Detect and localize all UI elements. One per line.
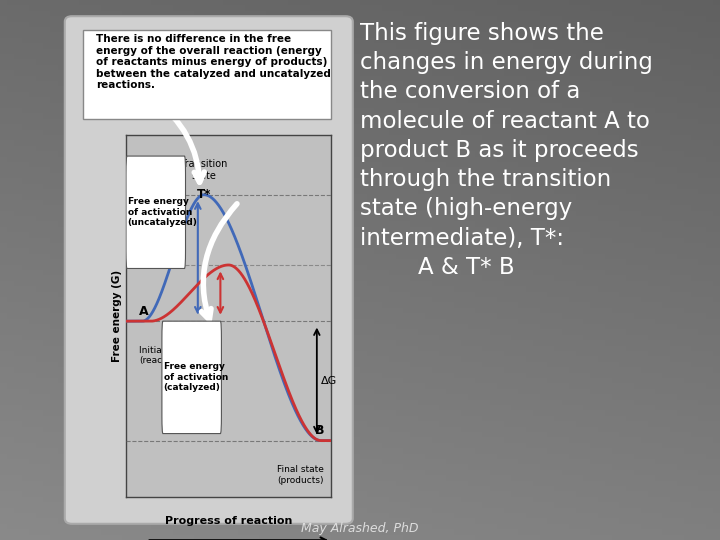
FancyBboxPatch shape	[162, 321, 222, 434]
Text: Free energy
of activation
(catalyzed): Free energy of activation (catalyzed)	[163, 362, 228, 392]
Text: Final state
(products): Final state (products)	[277, 465, 324, 484]
Text: ΔG: ΔG	[321, 376, 337, 386]
Text: Initial state
(reactants): Initial state (reactants)	[140, 346, 191, 365]
Text: A: A	[140, 305, 149, 318]
Text: Transition
state: Transition state	[180, 159, 228, 181]
Text: May Alrashed, PhD: May Alrashed, PhD	[301, 522, 419, 535]
Y-axis label: Free energy (G): Free energy (G)	[112, 270, 122, 362]
Text: T*: T*	[197, 188, 211, 201]
Text: There is no difference in the free
energy of the overall reaction (energy
of rea: There is no difference in the free energ…	[96, 34, 331, 91]
Text: This figure shows the
changes in energy during
the conversion of a
molecule of r: This figure shows the changes in energy …	[360, 22, 653, 279]
Text: Free energy
of activation
(uncatalyzed): Free energy of activation (uncatalyzed)	[127, 198, 197, 227]
X-axis label: Progress of reaction: Progress of reaction	[165, 516, 292, 526]
Text: B: B	[315, 424, 324, 437]
FancyBboxPatch shape	[126, 156, 186, 268]
